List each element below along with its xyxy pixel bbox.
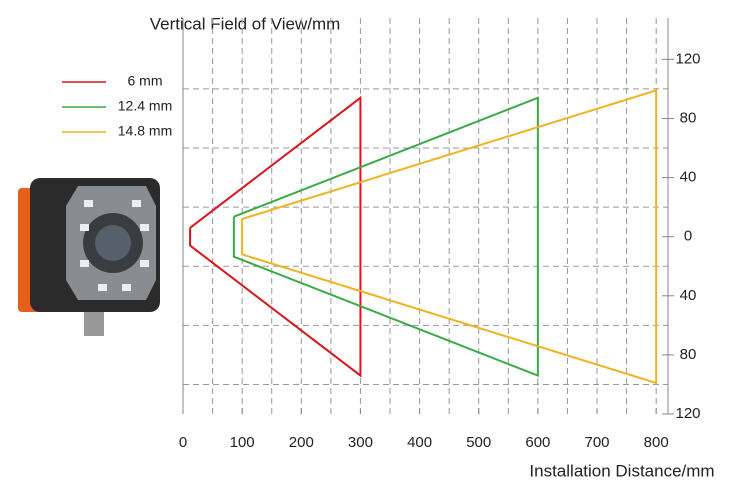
series-line <box>232 96 539 378</box>
x-tick-label: 200 <box>289 434 314 451</box>
x-tick-label: 700 <box>585 434 610 451</box>
led <box>140 224 149 231</box>
led <box>84 200 93 207</box>
y-tick-label: 80 <box>680 346 697 363</box>
camera-lens-inner <box>95 225 131 261</box>
led <box>132 200 141 207</box>
led <box>140 260 149 267</box>
y-tick-label: 120 <box>675 50 700 67</box>
legend-label: 12.4 mm <box>118 98 172 114</box>
led <box>122 284 131 291</box>
x-tick-label: 0 <box>179 434 187 451</box>
legend-label: 14.8 mm <box>118 123 172 139</box>
y-tick-label: 120 <box>675 405 700 422</box>
x-tick-label: 600 <box>525 434 550 451</box>
led <box>80 260 89 267</box>
legend-label: 6 mm <box>128 73 163 89</box>
led <box>80 224 89 231</box>
led <box>98 284 107 291</box>
y-tick-label: 40 <box>680 287 697 304</box>
x-axis-title: Installation Distance/mm <box>529 461 714 480</box>
series-line <box>241 89 658 385</box>
y-tick-label: 40 <box>680 169 697 186</box>
y-axis-title: Vertical Field of View/mm <box>150 14 341 33</box>
series-line <box>189 95 362 378</box>
camera-illustration <box>18 178 160 336</box>
camera-connector <box>84 312 104 336</box>
x-tick-label: 300 <box>348 434 373 451</box>
x-tick-label: 100 <box>230 434 255 451</box>
y-tick-label: 80 <box>680 109 697 126</box>
x-tick-label: 400 <box>407 434 432 451</box>
x-tick-label: 800 <box>644 434 669 451</box>
y-tick-label: 0 <box>684 228 692 245</box>
x-tick-label: 500 <box>466 434 491 451</box>
